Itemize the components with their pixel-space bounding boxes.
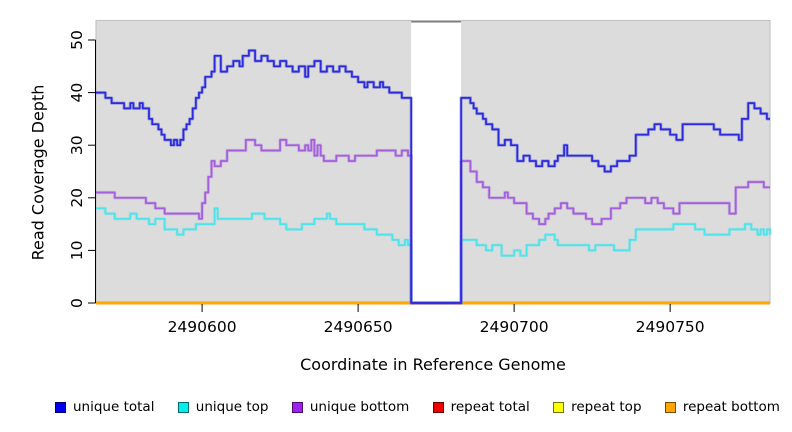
legend-item-unique-bottom: unique bottom xyxy=(291,399,410,415)
legend-item-unique-top: unique top xyxy=(177,399,269,415)
legend-swatch-repeat-top xyxy=(553,401,565,413)
legend-swatch-unique-bottom xyxy=(291,401,303,413)
legend-swatch-repeat-total xyxy=(432,401,444,413)
x-tick-label: 2490600 xyxy=(168,318,237,336)
x-axis-title: Coordinate in Reference Genome xyxy=(300,355,566,374)
legend: unique total unique top unique bottom repea… xyxy=(55,399,780,415)
x-tick-label: 2490650 xyxy=(324,318,393,336)
legend-item-unique-total: unique total xyxy=(55,399,154,415)
legend-label-unique-bottom: unique bottom xyxy=(309,399,410,415)
x-tick-label: 2490750 xyxy=(636,318,705,336)
legend-swatch-unique-total xyxy=(55,401,66,413)
y-tick-label: 50 xyxy=(68,30,86,50)
legend-label-unique-total: unique total xyxy=(73,399,155,415)
legend-swatch-unique-top xyxy=(177,401,189,413)
legend-item-repeat-bottom: repeat bottom xyxy=(664,399,780,415)
legend-swatch-repeat-bottom xyxy=(664,401,676,413)
y-tick-label: 20 xyxy=(68,188,86,208)
legend-label-unique-top: unique top xyxy=(195,399,269,415)
legend-item-repeat-top: repeat top xyxy=(553,399,642,415)
legend-item-repeat-total: repeat total xyxy=(432,399,530,415)
legend-label-repeat-top: repeat top xyxy=(571,399,642,415)
masked-region xyxy=(411,19,462,303)
legend-label-repeat-bottom: repeat bottom xyxy=(682,399,780,415)
y-tick-label: 10 xyxy=(68,241,86,261)
y-axis-title: Read Coverage Depth xyxy=(28,84,48,261)
x-tick-label: 2490700 xyxy=(480,318,549,336)
legend-label-repeat-total: repeat total xyxy=(450,399,530,415)
y-tick-label: 0 xyxy=(68,298,86,308)
series-unique-total xyxy=(96,49,770,304)
y-tick-label: 40 xyxy=(68,83,86,103)
series-unique-top xyxy=(96,207,771,304)
y-tick-label: 30 xyxy=(68,135,86,155)
